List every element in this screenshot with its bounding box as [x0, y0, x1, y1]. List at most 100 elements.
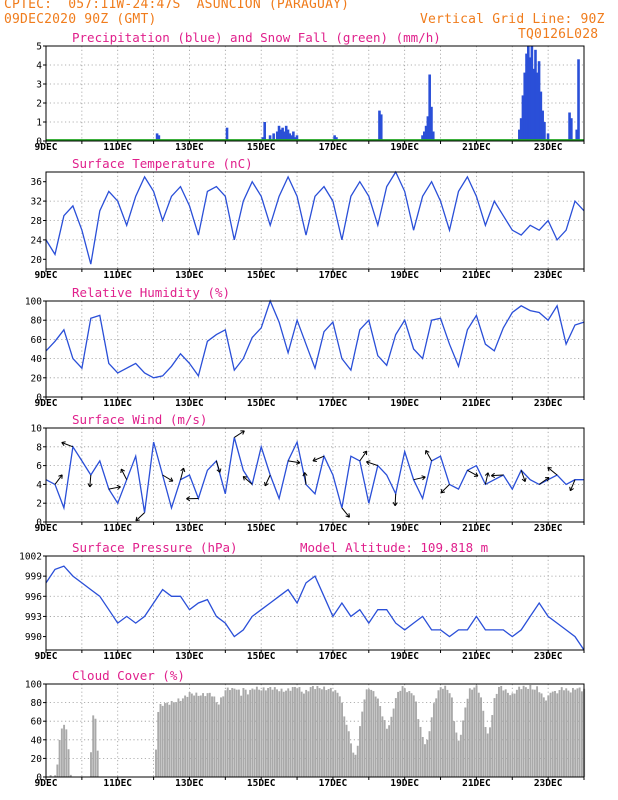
cloud-bar: [388, 725, 391, 777]
cloud-bar: [155, 749, 157, 777]
x-tick-label: 17DEC: [319, 651, 348, 662]
wind-arrow: [89, 474, 92, 487]
wind-arrow: [312, 455, 325, 462]
y-tick-label: 996: [25, 592, 42, 603]
precip-bar: [528, 57, 532, 141]
wind-arrow: [61, 442, 74, 448]
cloud-bar: [529, 684, 532, 777]
cloud-bar: [365, 689, 368, 777]
y-tick-label: 1002: [19, 552, 42, 563]
cloud-bar: [500, 685, 503, 777]
cloud-bar: [392, 708, 395, 777]
cloud-bar: [565, 688, 568, 777]
cloud-bar: [347, 731, 350, 777]
wind-arrow-head: [180, 467, 186, 473]
x-tick-label: 13DEC: [175, 778, 204, 789]
cloud-bar: [408, 691, 411, 777]
cloud-bar: [262, 687, 265, 777]
cloud-bar: [258, 689, 261, 777]
cloud-bar: [424, 744, 426, 777]
cloud-bar: [96, 750, 99, 777]
x-tick-label: 23DEC: [534, 778, 563, 789]
cloud-bar: [54, 775, 57, 777]
cloud-bar: [296, 688, 299, 777]
y-tick-label: 32: [31, 197, 42, 208]
precip-bar: [279, 129, 283, 141]
x-tick-label: 9DEC: [35, 398, 58, 409]
wind-arrow: [180, 467, 185, 480]
precip-bar: [523, 72, 527, 141]
wind-arrow-head: [296, 459, 301, 465]
x-tick-label: 9DEC: [35, 651, 58, 662]
precip-bar: [263, 122, 266, 141]
cloud-bar: [511, 693, 514, 777]
cloud-bar: [556, 693, 559, 777]
wind-arrow-head: [116, 484, 121, 490]
cloud-bar: [168, 704, 171, 777]
wind-arrow-head: [264, 481, 269, 487]
cloud-bar: [520, 689, 523, 777]
cloud-bar: [477, 692, 480, 777]
cloud-bar: [343, 716, 346, 777]
cloud-bar: [419, 726, 422, 777]
cloud-bar: [67, 749, 70, 777]
wind-arrow-head: [186, 496, 191, 502]
cloud-bar: [166, 702, 169, 777]
cloud-bar: [491, 715, 494, 777]
cloud-bar: [576, 688, 579, 777]
cloud-bar: [522, 685, 525, 777]
panel-title: Surface Temperature (nC): [72, 156, 253, 171]
cloud-bar: [486, 733, 489, 777]
wind-arrow: [359, 450, 368, 462]
cloud-bar: [287, 688, 290, 777]
wind-arrow: [234, 430, 245, 438]
y-tick-label: 20: [31, 754, 43, 765]
precip-bar: [379, 114, 383, 141]
x-tick-label: 11DEC: [103, 398, 132, 409]
precip-bar: [428, 74, 431, 141]
cloud-bar: [242, 688, 245, 777]
cloud-bar: [571, 687, 574, 777]
y-tick-label: 80: [31, 316, 43, 327]
cloud-bar: [401, 686, 404, 777]
precip-bar: [430, 106, 433, 141]
y-tick-label: 2: [36, 499, 42, 510]
cloud-bar: [172, 702, 175, 777]
panel-title: Relative Humidity (%): [72, 285, 230, 300]
cloud-bar: [383, 720, 386, 777]
cloud-bar: [181, 698, 184, 777]
wind-arrow-head: [61, 441, 66, 447]
cloud-bar: [338, 696, 341, 777]
cloud-bar: [513, 693, 516, 777]
precip-bar: [422, 131, 426, 141]
cloud-bar: [222, 696, 225, 777]
cloud-bar: [309, 687, 312, 777]
cloud-bar: [471, 689, 474, 777]
wind-arrow-head: [425, 449, 430, 455]
cloud-bar: [235, 689, 238, 777]
wind-arrow: [288, 460, 301, 464]
cloud-bar: [397, 691, 400, 777]
y-tick-label: 8: [36, 442, 42, 453]
cloud-bar: [164, 703, 166, 777]
cloud-bar: [186, 696, 189, 777]
wind-arrow: [538, 477, 550, 485]
panel-title: Cloud Cover (%): [72, 668, 185, 683]
precip-bar: [568, 112, 571, 141]
cloud-bar: [437, 690, 440, 777]
wind-arrow: [413, 476, 426, 481]
cloud-bar: [298, 687, 301, 777]
cloud-bar: [260, 690, 263, 777]
cloud-bar: [202, 693, 205, 777]
panel-subtitle: Model Altitude: 109.818 m: [300, 540, 488, 555]
cloud-bar: [220, 697, 222, 777]
cloud-bar: [484, 727, 487, 777]
header-grid-note: Vertical Grid Line: 90Z: [420, 12, 605, 27]
x-tick-label: 15DEC: [247, 778, 276, 789]
precip-bar: [575, 129, 579, 141]
y-tick-label: 0: [36, 393, 42, 404]
x-tick-label: 13DEC: [175, 270, 204, 281]
cloud-bar: [90, 752, 92, 777]
cloud-bar: [311, 686, 314, 777]
x-tick-label: 17DEC: [319, 778, 348, 789]
